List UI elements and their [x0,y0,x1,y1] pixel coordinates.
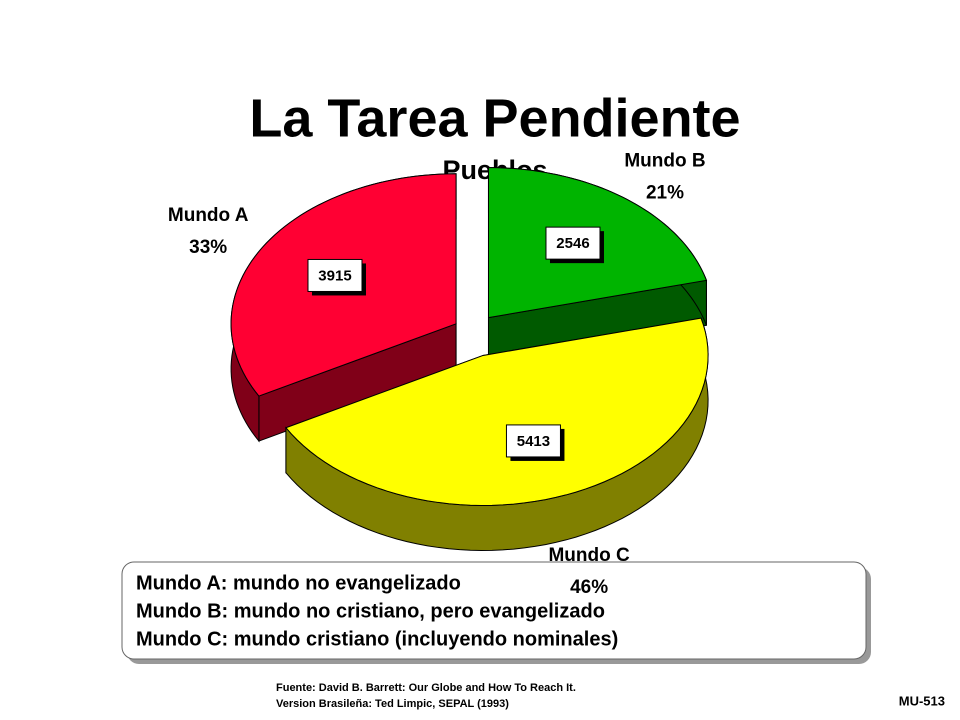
chart-title: La Tarea Pendiente [249,88,740,148]
category-label: Mundo C [548,545,630,566]
slide-code: MU-513 [899,693,945,708]
value-label: 33% [189,237,227,258]
count-label: 2546 [556,235,589,252]
source-line: Fuente: David B. Barrett: Our Globe and … [276,682,576,694]
value-label: 21% [646,182,684,203]
slice [285,317,709,506]
source-line: Version Brasileña: Ted Limpic, SEPAL (19… [276,698,509,710]
category-label: Mundo B [624,150,705,171]
value-label: 46% [570,577,608,598]
legend-line: Mundo B: mundo no cristiano, pero evange… [136,600,605,622]
count-box [307,258,363,292]
count-label: 5413 [517,433,550,450]
count-box [505,424,561,458]
count-box [545,226,601,260]
legend: Mundo A: mundo no evangelizado Mundo B: m… [136,572,618,650]
count-label: 3915 [318,267,351,284]
category-label: Mundo A [168,205,249,226]
legend-line: Mundo C: mundo cristiano (incluyendo nom… [136,628,618,650]
legend-line: Mundo A: mundo no evangelizado [136,572,461,594]
legend-box [121,561,867,660]
